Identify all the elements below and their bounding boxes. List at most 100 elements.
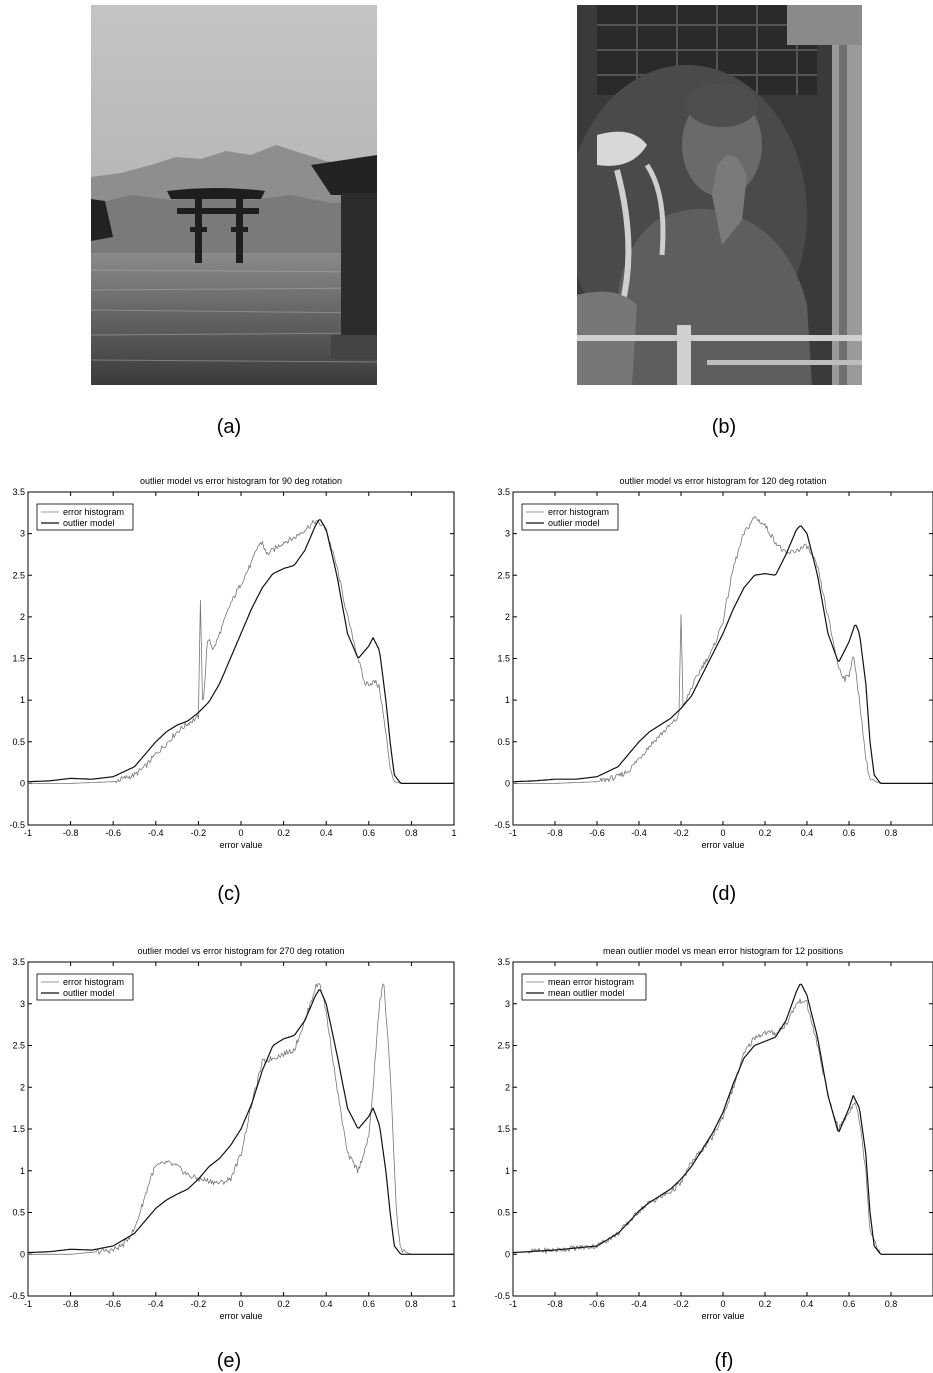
x-tick-label: 0.6 (363, 1299, 376, 1309)
y-tick-label: 2.5 (12, 1041, 25, 1051)
y-tick-label: 0 (505, 1249, 510, 1259)
x-tick-label: 0.4 (801, 828, 814, 838)
x-tick-label: -0.4 (631, 1299, 647, 1309)
x-tick-label: 0.6 (363, 828, 376, 838)
x-tick-label: -0.4 (148, 1299, 164, 1309)
legend-entry: mean error histogram (548, 977, 634, 987)
x-tick-label: 0.2 (759, 1299, 772, 1309)
x-tick-label: -0.6 (105, 1299, 121, 1309)
x-tick-label: -1 (24, 1299, 32, 1309)
x-tick-label: 0.6 (843, 828, 856, 838)
y-tick-label: -0.5 (9, 1291, 25, 1301)
y-tick-label: 3.5 (12, 487, 25, 497)
x-tick-label: -0.4 (148, 828, 164, 838)
y-tick-label: 1 (20, 695, 25, 705)
y-tick-label: 3 (20, 999, 25, 1009)
x-tick-label: -0.8 (547, 1299, 563, 1309)
y-tick-label: 0.5 (12, 737, 25, 747)
y-tick-label: 2.5 (497, 570, 510, 580)
x-tick-label: -0.8 (63, 828, 79, 838)
legend-box (521, 973, 647, 1001)
chart-panel-4: mean outlier model vs mean error histogr… (494, 946, 933, 1321)
x-tick-label: 0 (238, 1299, 243, 1309)
chart-title: outlier model vs error histogram for 270… (137, 946, 344, 956)
x-tick-label: -1 (509, 1299, 517, 1309)
caption-e: (e) (216, 1350, 242, 1372)
x-tick-label: -1 (509, 828, 517, 838)
series-line-error-histogram (28, 983, 454, 1255)
series-line-outlier-model (512, 983, 933, 1255)
legend-entry: error histogram (548, 507, 609, 517)
y-tick-label: 0.5 (12, 1208, 25, 1218)
caption-d: (d) (711, 883, 737, 905)
x-tick-label: 0.4 (320, 828, 333, 838)
x-tick-label: -0.6 (589, 1299, 605, 1309)
y-tick-label: 0 (505, 778, 510, 788)
y-tick-label: 3 (505, 529, 510, 539)
y-tick-label: 2 (505, 612, 510, 622)
chart-title: outlier model vs error histogram for 120… (619, 476, 826, 486)
y-tick-label: 0 (20, 778, 25, 788)
series-line-outlier-model (27, 989, 454, 1255)
plot-frame (512, 961, 933, 1297)
series-line-error-histogram (512, 998, 933, 1255)
x-tick-label: -0.6 (105, 828, 121, 838)
y-tick-label: 3.5 (497, 487, 510, 497)
y-tick-label: 0.5 (497, 737, 510, 747)
x-tick-label: 0.8 (885, 828, 898, 838)
legend-box (36, 973, 134, 1001)
legend-entry: outlier model (548, 518, 600, 528)
caption-c: (c) (217, 883, 241, 905)
y-tick-label: 3.5 (12, 957, 25, 967)
chart-title: outlier model vs error histogram for 90 … (140, 476, 342, 486)
caption-b: (b) (711, 416, 737, 438)
legend-entry: error histogram (63, 507, 124, 517)
legend-entry: outlier model (63, 518, 115, 528)
x-tick-label: 0.4 (801, 1299, 814, 1309)
x-tick-label: 0.8 (885, 1299, 898, 1309)
y-tick-label: 2.5 (497, 1041, 510, 1051)
y-tick-label: 3.5 (497, 957, 510, 967)
photo-torii-gate (90, 5, 378, 385)
x-tick-label: 0.2 (277, 828, 290, 838)
y-tick-label: 2 (20, 1082, 25, 1092)
x-tick-label: -0.8 (547, 828, 563, 838)
y-tick-label: 1.5 (497, 654, 510, 664)
chart-panel-1: outlier model vs error histogram for 90 … (9, 476, 456, 850)
y-tick-label: 2.5 (12, 570, 25, 580)
chart-title: mean outlier model vs mean error histogr… (603, 946, 844, 956)
x-tick-label: 0.2 (277, 1299, 290, 1309)
x-tick-label: 0.6 (843, 1299, 856, 1309)
caption-a: (a) (216, 416, 242, 438)
series-line-error-histogram (513, 516, 933, 784)
y-tick-label: 1 (20, 1166, 25, 1176)
y-tick-label: 0.5 (497, 1208, 510, 1218)
y-tick-label: 1.5 (12, 654, 25, 664)
y-tick-label: 1 (505, 1166, 510, 1176)
x-tick-label: -0.2 (673, 1299, 689, 1309)
x-tick-label: 0.4 (320, 1299, 333, 1309)
x-axis-label: error value (219, 1311, 262, 1321)
x-axis-label: error value (701, 840, 744, 850)
x-tick-label: 0.8 (405, 828, 418, 838)
x-tick-label: 0.2 (759, 828, 772, 838)
x-tick-label: -0.6 (589, 828, 605, 838)
x-tick-label: 0 (720, 1299, 725, 1309)
y-tick-label: 2 (505, 1082, 510, 1092)
chart-panel-2: outlier model vs error histogram for 120… (494, 476, 933, 850)
y-tick-label: -0.5 (494, 1291, 510, 1301)
x-tick-label: 0.8 (405, 1299, 418, 1309)
y-tick-label: 3 (505, 999, 510, 1009)
x-tick-label: -0.8 (63, 1299, 79, 1309)
y-tick-label: 0 (20, 1249, 25, 1259)
x-tick-label: 1 (451, 828, 456, 838)
x-tick-label: 0 (238, 828, 243, 838)
caption-f: (f) (714, 1350, 734, 1372)
x-tick-label: 0 (720, 828, 725, 838)
torii-gate-image (90, 5, 378, 385)
y-tick-label: 2 (20, 612, 25, 622)
